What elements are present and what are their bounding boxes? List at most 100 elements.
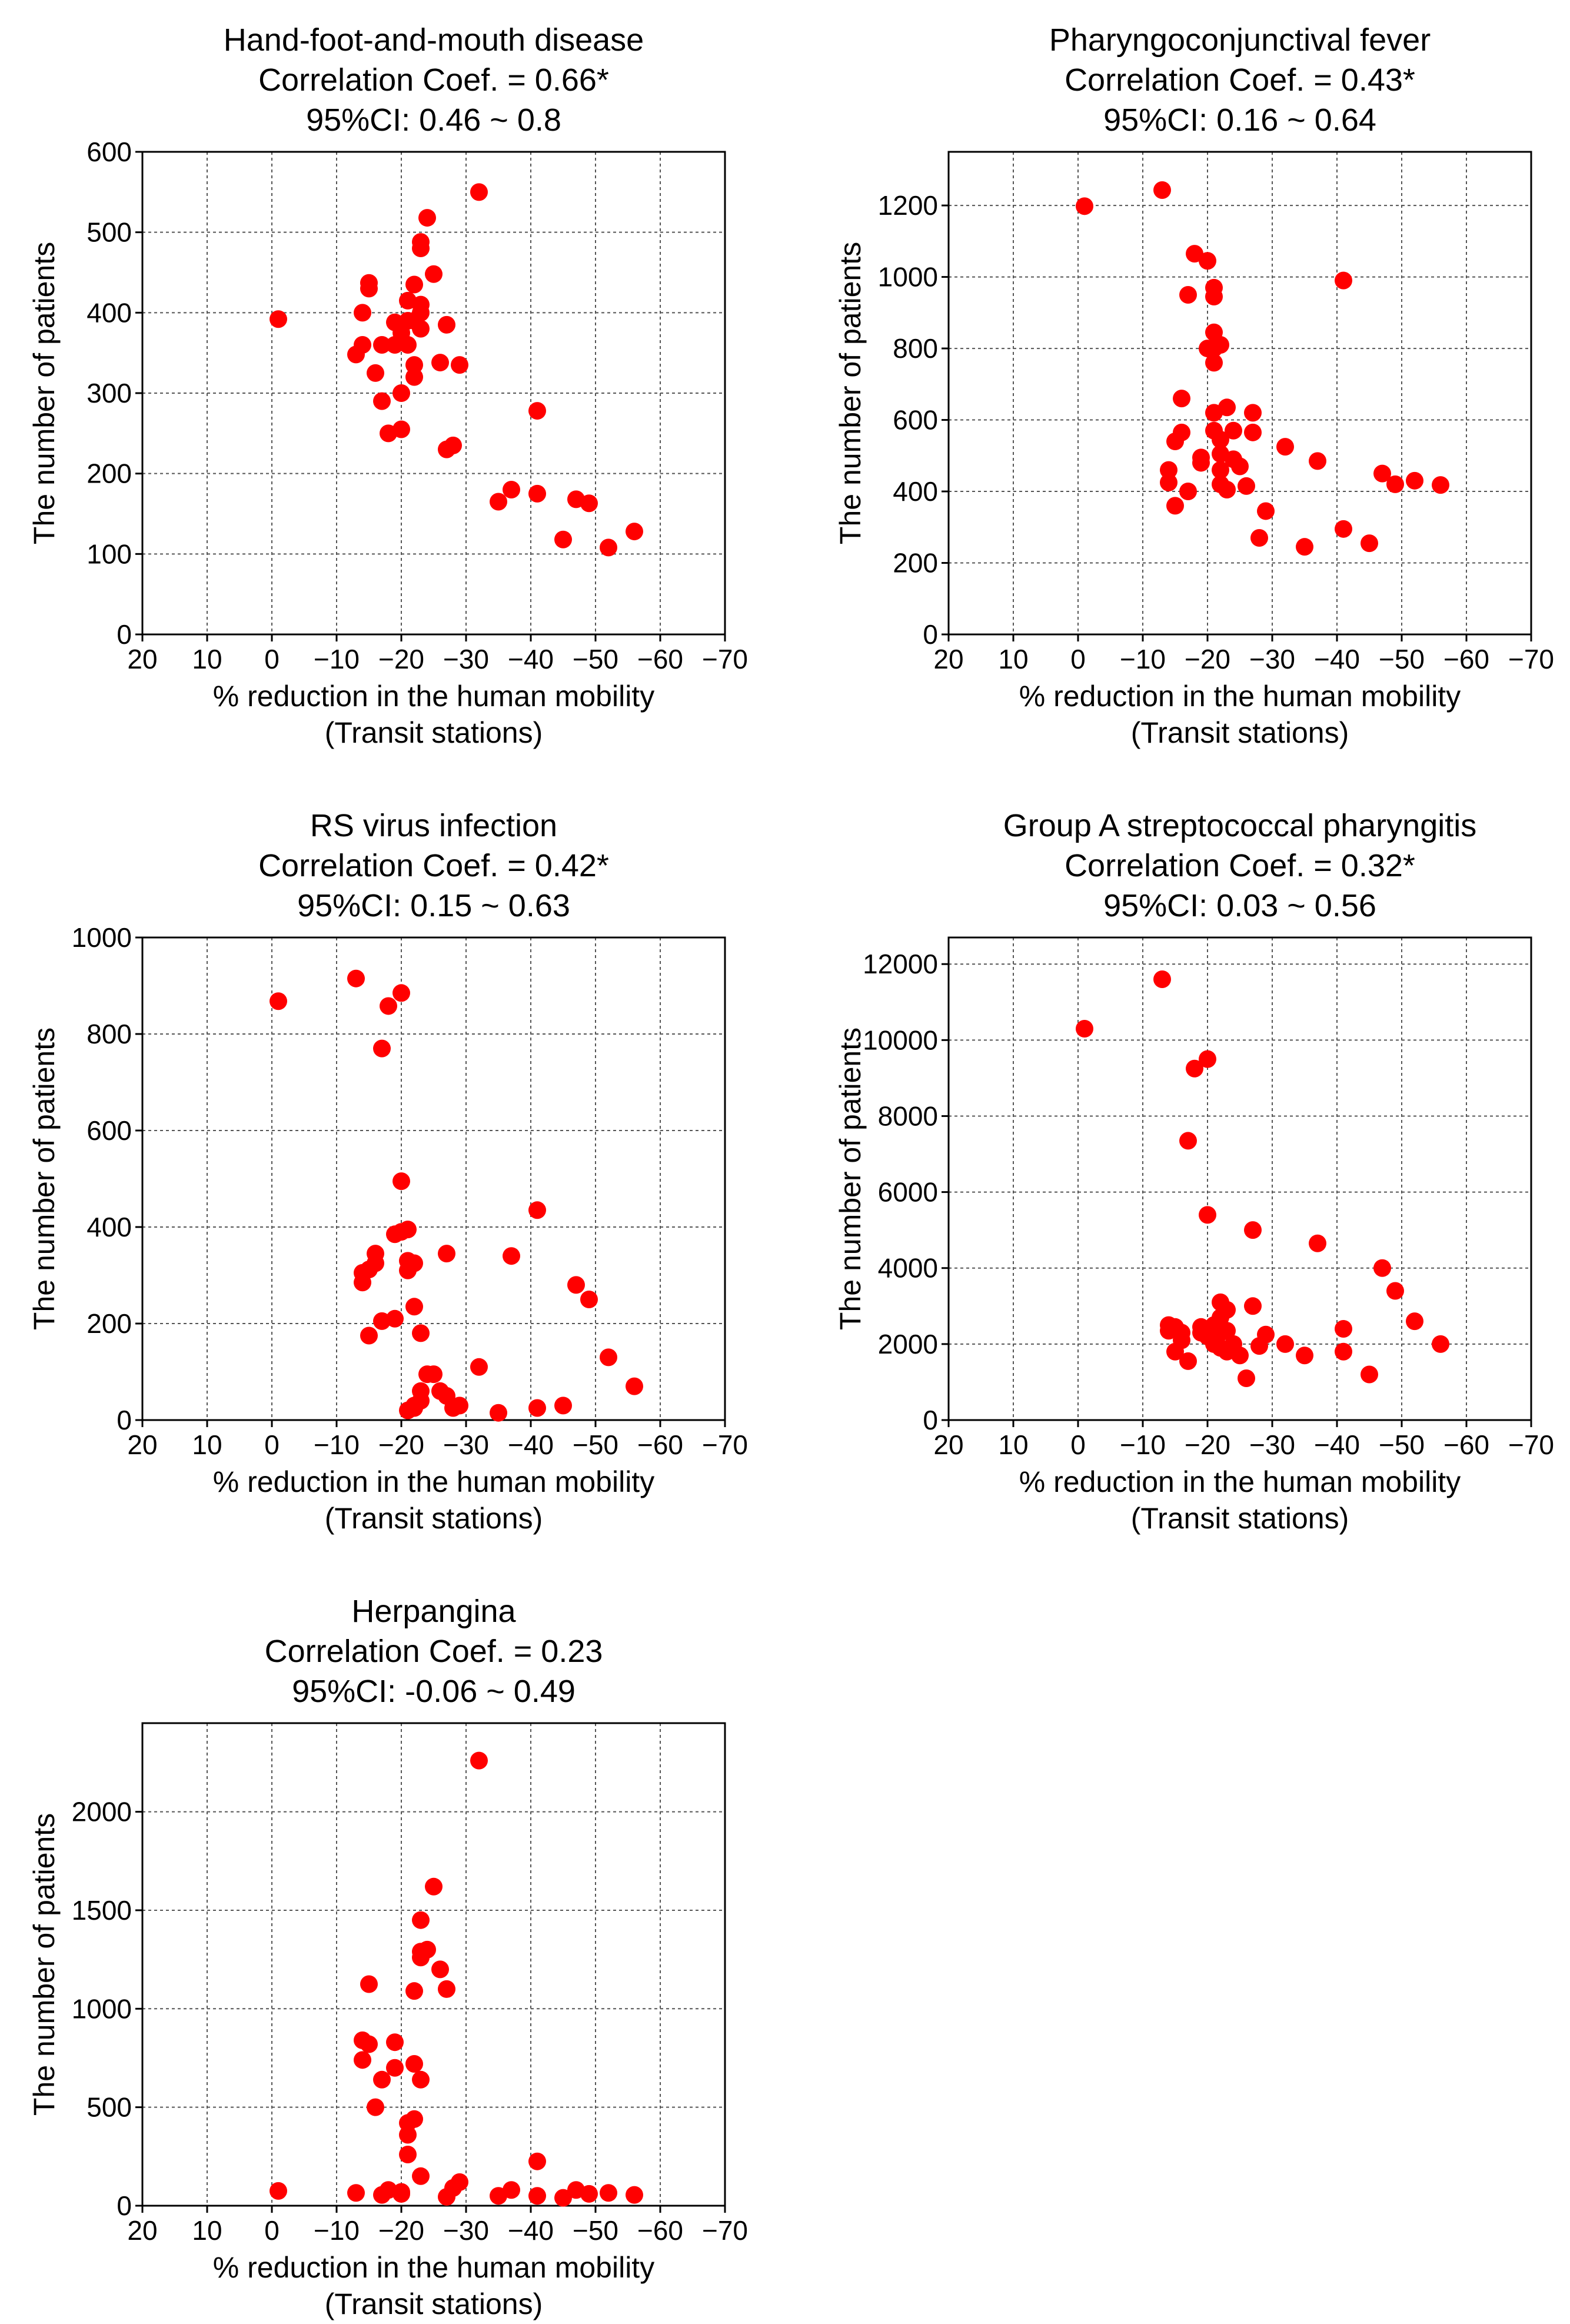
scatter-point [626,2186,643,2204]
scatter-point [554,530,572,548]
x-tick-label: −10 [314,2215,360,2246]
scatter-point [1244,1297,1262,1315]
chart-title-line-3: 95%CI: 0.46 ~ 0.8 [306,102,561,138]
scatter-point [1250,529,1268,547]
scatter-point [1386,475,1404,493]
y-tick-label: 800 [87,1019,132,1049]
chart-title-line-3: 95%CI: 0.15 ~ 0.63 [297,888,570,923]
scatter-point [1179,483,1197,501]
chart-title-line-3: 95%CI: -0.06 ~ 0.49 [292,1674,576,1709]
x-axis-label-line-2: (Transit stations) [1131,716,1349,749]
x-tick-label: 20 [127,2215,157,2246]
chart-3: RS virus infection Correlation Coef. = 0.… [28,808,748,1535]
scatter-point [412,304,430,322]
scatter-point [360,1326,378,1345]
chart-title-line-1: Pharyngoconjunctival fever [1049,22,1431,58]
scatter-point [405,1298,423,1316]
scatter-point [1257,1325,1275,1344]
y-tick-label: 1500 [72,1895,132,1926]
scatter-point [1244,404,1262,422]
scatter-point [1432,1335,1449,1353]
x-axis-label-line-1: % reduction in the human mobility [1019,680,1461,713]
x-tick-label: −70 [1508,644,1554,674]
y-tick-label: 2000 [72,1797,132,1827]
scatter-point [431,1960,449,1979]
y-axis-label: The number of patients [28,242,61,544]
x-axis-label-line-2: (Transit stations) [1131,1502,1349,1535]
scatter-point [1173,423,1190,441]
scatter-point [1192,448,1210,467]
scatter-point [373,392,391,410]
chart-title-line-2: Correlation Coef. = 0.32* [1065,848,1415,883]
x-tick-label: 0 [1070,1429,1086,1460]
scatter-point [405,368,423,386]
scatter-point [405,2110,423,2128]
x-tick-label: 0 [264,2215,280,2246]
x-tick-label: −50 [1379,644,1425,674]
y-tick-label: 500 [87,2092,132,2123]
scatter-point [1199,1206,1216,1224]
scatter-point [1212,430,1229,448]
scatter-point [580,2185,598,2203]
scatter-point [1361,1365,1378,1384]
scatter-point [1199,252,1216,270]
scatter-point [1335,520,1352,538]
chart-title-line-3: 95%CI: 0.16 ~ 0.64 [1103,102,1376,138]
scatter-point [503,1247,520,1265]
x-tick-label: 0 [1070,644,1086,674]
scatter-point [412,1392,430,1410]
x-tick-label: 20 [127,644,157,674]
scatter-point [347,2184,365,2202]
y-tick-label: 8000 [878,1101,938,1131]
scatter-point [444,436,462,454]
x-tick-label: −30 [443,1429,489,1460]
scatter-point [1076,197,1093,215]
scatter-point [354,336,371,354]
scatter-point [554,1397,572,1415]
scatter-point [1244,423,1262,441]
scatter-point [1179,285,1197,304]
y-tick-label: 400 [893,476,938,507]
y-axis-label: The number of patients [28,1813,61,2116]
y-tick-label: 2000 [878,1329,938,1359]
x-axis-label-line-1: % reduction in the human mobility [213,680,654,713]
x-tick-label: −50 [573,644,618,674]
x-tick-label: 10 [998,1429,1028,1460]
scatter-point [528,2152,546,2170]
y-tick-label: 400 [87,1212,132,1242]
scatter-point [392,1172,410,1191]
scatter-point [412,1324,430,1342]
scatter-point [354,304,371,322]
chart-title-line-2: Correlation Coef. = 0.23 [265,1634,603,1669]
x-tick-label: −20 [378,2215,424,2246]
scatter-point [1076,1019,1093,1038]
scatter-point [567,1276,585,1294]
scatter-point [412,233,430,251]
scatter-point [438,1980,455,1998]
scatter-point [1212,336,1229,354]
scatter-point [367,1254,384,1272]
scatter-point [1160,461,1178,479]
x-tick-label: −20 [378,644,424,674]
scatter-point [600,538,617,557]
x-tick-label: 10 [192,2215,222,2246]
y-tick-label: 0 [117,619,132,650]
x-tick-label: −40 [508,2215,554,2246]
scatter-point [425,1365,443,1384]
y-axis-label: The number of patients [28,1028,61,1330]
scatter-point [1225,421,1242,440]
scatter-point [418,1940,436,1959]
scatter-point [399,1221,417,1239]
x-tick-label: −10 [1120,644,1166,674]
scatter-point [451,2173,468,2191]
scatter-point [1373,464,1391,483]
scatter-point [1153,181,1171,199]
scatter-point [347,969,365,988]
scatter-point [418,209,436,227]
y-axis-label: The number of patients [834,242,867,544]
scatter-point [1231,457,1249,476]
scatter-point [1276,438,1294,456]
scatter-point [1218,1322,1236,1340]
scatter-point [1218,481,1236,498]
scatter-point [373,1039,391,1058]
